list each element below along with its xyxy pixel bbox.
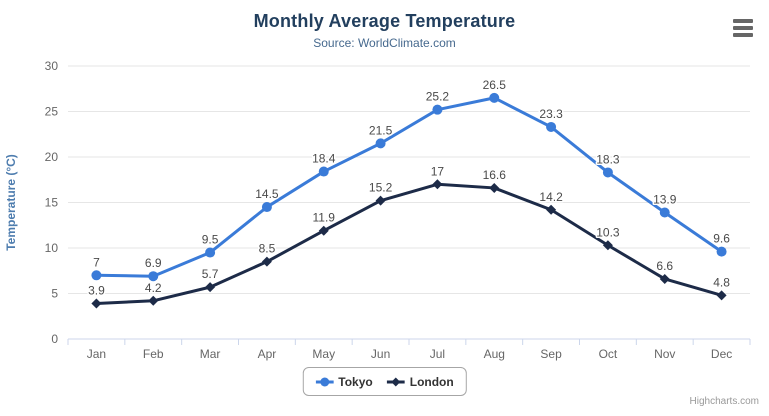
series-marker-london[interactable]	[432, 179, 443, 190]
data-label: 6.9	[145, 256, 162, 270]
data-label: 7	[93, 255, 100, 269]
data-label: 21.5	[369, 123, 393, 137]
data-label: 26.5	[483, 78, 507, 92]
data-label: 23.3	[539, 107, 563, 121]
legend-marker-icon	[386, 377, 405, 386]
series-marker-london[interactable]	[205, 282, 216, 293]
series-marker-london[interactable]	[716, 290, 727, 301]
series-line-tokyo	[94, 96, 724, 278]
data-label: 9.5	[202, 233, 219, 247]
series-marker-london[interactable]	[91, 298, 102, 309]
hamburger-bar	[733, 19, 753, 23]
series-marker-tokyo[interactable]	[205, 247, 216, 258]
legend-label: Tokyo	[338, 374, 373, 389]
data-label: 17	[431, 164, 445, 178]
x-axis-category-label: Jun	[371, 347, 390, 361]
credits-link[interactable]: Highcharts.com	[689, 396, 759, 407]
data-label: 18.3	[596, 152, 620, 166]
series-marker-tokyo[interactable]	[91, 270, 102, 281]
x-axis-category-label: Jul	[430, 347, 445, 361]
data-label: 18.4	[312, 152, 336, 166]
data-label: 10.3	[596, 225, 620, 239]
y-axis-tick-label: 25	[45, 105, 59, 119]
series-marker-tokyo[interactable]	[659, 207, 670, 218]
series-marker-london[interactable]	[261, 256, 272, 267]
series-marker-tokyo[interactable]	[602, 167, 613, 178]
x-axis-category-label: Nov	[654, 347, 675, 361]
series-marker-tokyo[interactable]	[148, 271, 159, 282]
series-marker-london[interactable]	[602, 240, 613, 251]
data-label: 13.9	[653, 193, 677, 207]
chart-title: Monthly Average Temperature	[253, 11, 516, 31]
series-marker-tokyo[interactable]	[489, 92, 500, 103]
series-marker-tokyo[interactable]	[716, 246, 727, 257]
x-axis-category-label: May	[312, 347, 335, 361]
series-marker-london[interactable]	[148, 295, 159, 306]
x-axis-category-label: Feb	[143, 347, 164, 361]
legend-item-tokyo[interactable]: Tokyo	[315, 374, 373, 389]
data-label: 6.6	[656, 259, 673, 273]
legend: Tokyo London	[302, 367, 467, 396]
series-marker-london[interactable]	[489, 182, 500, 193]
x-axis-category-label: Oct	[599, 347, 618, 361]
data-label: 3.9	[88, 284, 105, 298]
series-marker-tokyo[interactable]	[318, 166, 329, 177]
data-label: 5.7	[202, 267, 219, 281]
x-axis-category-label: Jan	[87, 347, 106, 361]
x-axis-category-label: Dec	[711, 347, 732, 361]
data-label: 15.2	[369, 181, 393, 195]
legend-marker-icon	[315, 377, 334, 386]
x-axis-category-label: Aug	[484, 347, 505, 361]
y-axis-tick-label: 20	[45, 150, 59, 164]
series-marker-tokyo[interactable]	[546, 121, 557, 132]
series-marker-london[interactable]	[546, 204, 557, 215]
data-label: 8.5	[259, 242, 276, 256]
series-marker-tokyo[interactable]	[261, 202, 272, 213]
y-axis-tick-label: 10	[45, 241, 59, 255]
series-marker-tokyo[interactable]	[432, 104, 443, 115]
chart-subtitle: Source: WorldClimate.com	[313, 36, 456, 50]
series-marker-london[interactable]	[318, 225, 329, 236]
series-marker-london[interactable]	[375, 195, 386, 206]
data-label: 14.5	[255, 187, 279, 201]
x-axis-category-label: Mar	[200, 347, 221, 361]
data-label: 11.9	[313, 211, 336, 225]
data-label: 16.6	[483, 168, 507, 182]
data-label: 14.2	[539, 190, 563, 204]
data-label: 9.6	[713, 232, 730, 246]
series-line-london	[94, 182, 724, 306]
data-label: 4.2	[145, 281, 162, 295]
y-axis-tick-label: 15	[45, 196, 59, 210]
y-axis-tick-label: 5	[51, 287, 58, 301]
series-marker-tokyo[interactable]	[375, 138, 386, 149]
series-marker-london[interactable]	[659, 273, 670, 284]
hamburger-menu-icon[interactable]	[733, 17, 755, 39]
legend-label: London	[409, 374, 454, 389]
y-axis-tick-label: 30	[45, 59, 59, 73]
data-label: 4.8	[713, 275, 730, 289]
hamburger-bar	[733, 26, 753, 30]
hamburger-bar	[733, 33, 753, 37]
x-axis-category-label: Sep	[540, 347, 562, 361]
x-axis-category-label: Apr	[258, 347, 277, 361]
y-axis-title: Temperature (°C)	[4, 154, 18, 251]
y-axis-tick-label: 0	[51, 332, 58, 346]
legend-item-london[interactable]: London	[386, 374, 454, 389]
data-label: 25.2	[426, 90, 450, 104]
